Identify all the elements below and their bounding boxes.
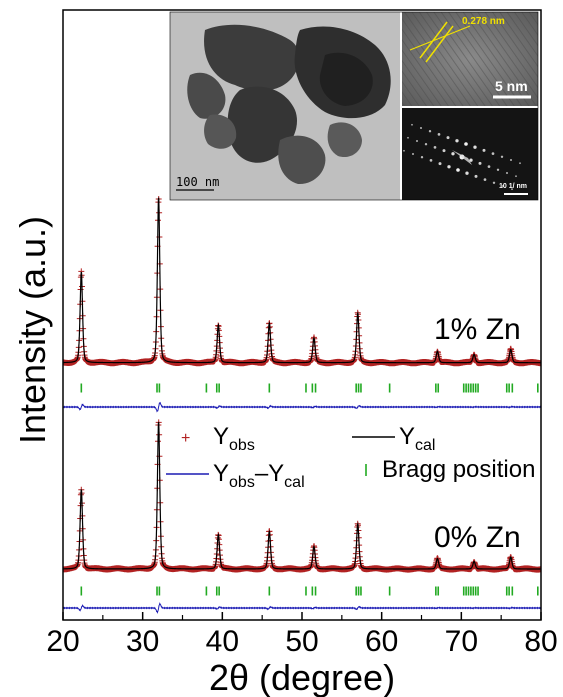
saed-spot bbox=[420, 156, 424, 159]
saed-spot bbox=[438, 162, 442, 166]
legend-diff-label: Yobs–Ycal bbox=[213, 460, 305, 491]
sample-label-0pct-zn: 0% Zn bbox=[434, 521, 521, 554]
saed-spot bbox=[482, 148, 486, 152]
x-tick-label-40: 40 bbox=[206, 625, 239, 658]
tem-scale-label: 100 nm bbox=[176, 175, 219, 189]
legend-obs-marker: + bbox=[181, 430, 190, 447]
saed-spot bbox=[442, 149, 446, 153]
bragg-positions-panel-1 bbox=[80, 586, 539, 596]
saed-spot bbox=[492, 181, 496, 184]
saed-spot bbox=[415, 139, 419, 143]
series-ycal-panel-1 bbox=[63, 421, 541, 570]
panel-0 bbox=[63, 196, 541, 413]
tem-image: 100 nm bbox=[170, 12, 400, 200]
saed-spot bbox=[515, 175, 517, 178]
x-tick-label-50: 50 bbox=[285, 625, 318, 658]
saed-scale-label: 10 1/ nm bbox=[499, 183, 527, 190]
saed-spot bbox=[469, 158, 473, 162]
hrtem-image: 0.278 nm 5 nm bbox=[402, 12, 538, 106]
x-tick-label-60: 60 bbox=[365, 625, 398, 658]
saed-spot bbox=[473, 145, 477, 149]
saed-spot bbox=[428, 130, 432, 133]
x-tick-label-30: 30 bbox=[126, 625, 159, 658]
saed-spot bbox=[451, 152, 455, 156]
saed-spot bbox=[496, 168, 500, 171]
spacing-arrow bbox=[409, 25, 471, 51]
saed-spot bbox=[509, 158, 513, 162]
saed-spot bbox=[403, 149, 405, 152]
x-axis: 20 30 40 50 60 70 80 bbox=[46, 612, 558, 658]
legend-cal-label: Ycal bbox=[399, 423, 435, 454]
bragg-positions-panel-0 bbox=[80, 383, 539, 393]
sample-label-1pct-zn: 1% Zn bbox=[434, 313, 521, 346]
saed-spot bbox=[491, 152, 495, 155]
saed-pattern: 10 1/ nm bbox=[402, 108, 538, 200]
saed-spot bbox=[411, 123, 413, 126]
plot-area bbox=[63, 196, 541, 614]
saed-spot bbox=[487, 165, 491, 168]
saed-spot bbox=[419, 126, 423, 130]
saed-spot bbox=[465, 171, 469, 175]
saed-spot bbox=[437, 133, 441, 136]
saed-spot bbox=[407, 136, 409, 139]
saed-spot bbox=[464, 142, 468, 146]
x-tick-label-80: 80 bbox=[524, 625, 557, 658]
x-tick-label-20: 20 bbox=[46, 625, 79, 658]
saed-spot bbox=[429, 159, 433, 162]
legend-bragg-label: Bragg position bbox=[382, 456, 535, 483]
y-axis-label: Intensity (a.u.) bbox=[12, 216, 53, 444]
saed-spot bbox=[483, 178, 487, 181]
inset-micrographs: 100 nm 0.278 nm 5 nm 10 1/ nm bbox=[169, 11, 539, 201]
saed-spot bbox=[447, 165, 451, 169]
x-axis-label: 2θ (degree) bbox=[209, 657, 395, 697]
saed-spot bbox=[519, 162, 521, 165]
series-ydiff-panel-0 bbox=[63, 401, 541, 413]
saed-spot bbox=[501, 184, 505, 188]
saed-spot bbox=[474, 174, 478, 178]
saed-spot bbox=[446, 136, 450, 140]
saed-spot bbox=[500, 155, 504, 158]
saed-spot bbox=[455, 139, 459, 143]
x-tick-label-70: 70 bbox=[445, 625, 478, 658]
series-ydiff-panel-1 bbox=[63, 602, 541, 614]
saed-beam-stop bbox=[452, 150, 472, 165]
legend-obs-label: Yobs bbox=[213, 423, 255, 454]
panel-1 bbox=[63, 419, 541, 614]
legend: + Yobs Ycal Yobs–Ycal Bragg position bbox=[166, 423, 535, 491]
saed-spot bbox=[505, 171, 509, 175]
saed-spot bbox=[411, 152, 415, 156]
lattice-marker-2 bbox=[425, 25, 454, 63]
series-ycal-panel-0 bbox=[63, 197, 541, 364]
hrtem-scale-label: 5 nm bbox=[495, 78, 528, 94]
saed-spot bbox=[511, 188, 513, 191]
saed-spot bbox=[433, 146, 437, 149]
saed-spot bbox=[478, 161, 482, 165]
saed-spot bbox=[424, 143, 428, 146]
hrtem-spacing-label: 0.278 nm bbox=[462, 16, 505, 27]
saed-spot bbox=[456, 168, 460, 172]
